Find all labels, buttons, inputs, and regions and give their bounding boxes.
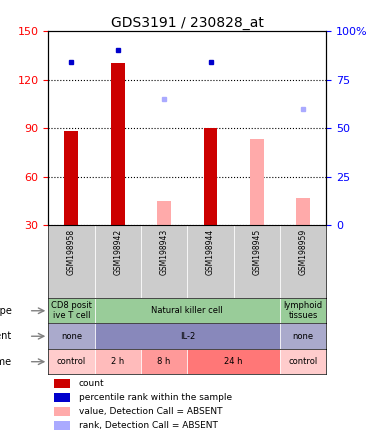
Bar [54, 420, 70, 430]
Text: Natural killer cell: Natural killer cell [151, 306, 223, 315]
Bar [95, 225, 141, 298]
Bar [280, 324, 326, 349]
Text: count: count [79, 379, 105, 388]
Text: GSM198942: GSM198942 [113, 229, 122, 275]
Text: 8 h: 8 h [157, 357, 171, 366]
Bar [234, 225, 280, 298]
Bar [48, 349, 95, 374]
Bar [65, 131, 78, 225]
Bar [54, 379, 70, 388]
Text: cell type: cell type [0, 306, 12, 316]
Text: rank, Detection Call = ABSENT: rank, Detection Call = ABSENT [79, 421, 218, 430]
Bar [141, 349, 187, 374]
Text: GSM198959: GSM198959 [299, 229, 308, 275]
Text: time: time [0, 357, 12, 367]
Text: GSM198943: GSM198943 [160, 229, 169, 275]
Bar [280, 349, 326, 374]
Text: GSM198958: GSM198958 [67, 229, 76, 275]
Text: 2 h: 2 h [111, 357, 124, 366]
Text: control: control [289, 357, 318, 366]
Bar [95, 324, 280, 349]
Text: percentile rank within the sample: percentile rank within the sample [79, 393, 232, 402]
Bar [111, 63, 125, 225]
Bar [157, 201, 171, 225]
Bar [187, 225, 234, 298]
Text: GSM198945: GSM198945 [252, 229, 262, 275]
Text: 24 h: 24 h [224, 357, 243, 366]
Bar [48, 324, 95, 349]
Bar [280, 298, 326, 324]
Bar [95, 298, 280, 324]
Bar [54, 407, 70, 416]
Text: CD8 posit
ive T cell: CD8 posit ive T cell [51, 301, 92, 321]
Bar [54, 392, 70, 402]
Text: control: control [57, 357, 86, 366]
Text: GSM198944: GSM198944 [206, 229, 215, 275]
Text: value, Detection Call = ABSENT: value, Detection Call = ABSENT [79, 407, 222, 416]
Bar [95, 349, 141, 374]
Bar [141, 225, 187, 298]
Text: none: none [293, 332, 314, 341]
Bar [48, 298, 95, 324]
Bar [48, 225, 95, 298]
Text: agent: agent [0, 331, 12, 341]
Bar [280, 225, 326, 298]
Bar [204, 128, 217, 225]
Bar [187, 349, 280, 374]
Bar [296, 198, 310, 225]
Text: lymphoid
tissues: lymphoid tissues [284, 301, 323, 321]
Text: IL-2: IL-2 [180, 332, 195, 341]
Bar [250, 139, 264, 225]
Text: none: none [61, 332, 82, 341]
Title: GDS3191 / 230828_at: GDS3191 / 230828_at [111, 16, 264, 30]
